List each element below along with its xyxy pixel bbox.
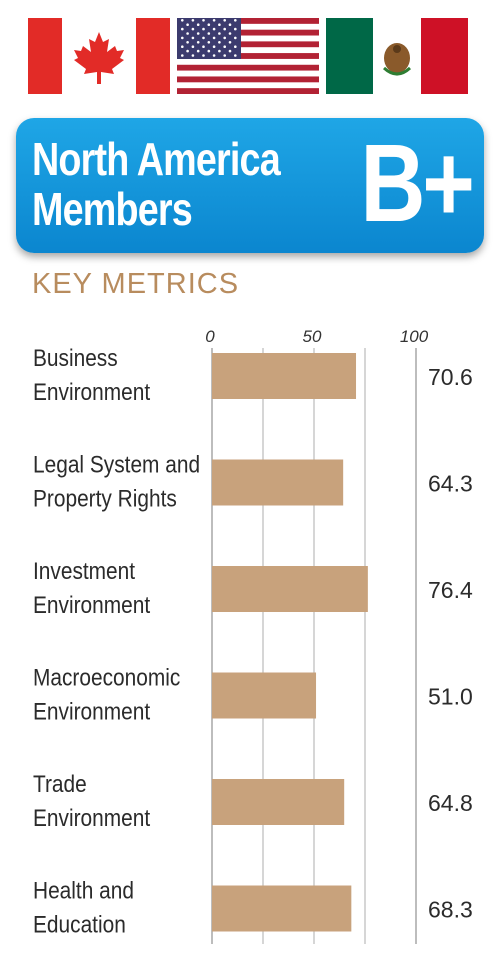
banner-title: North America Members [32,134,294,234]
bar [212,885,352,932]
category-label: Legal System and Property Rights [33,451,200,512]
x-tick-label: 100 [400,327,429,346]
category-label: Macroeconomic Environment [33,664,180,725]
bar [212,779,345,825]
value-label: 64.3 [428,471,473,497]
bar [212,672,317,719]
banner-title-line1: North America [32,133,281,185]
value-label: 51.0 [428,684,473,710]
category-label: Investment Environment [33,558,151,619]
key-metrics-chart: 0 50 100 Business Environment 70.6 Legal Syste… [33,327,473,944]
grade-badge: B+ [360,122,476,245]
bar [212,566,368,612]
x-tick-label: 50 [303,327,322,346]
value-label: 76.4 [428,577,473,603]
bar [212,353,357,399]
x-tick-label: 0 [205,327,215,346]
value-label: 64.8 [428,790,473,816]
value-label: 68.3 [428,897,473,923]
canada-flag [28,18,170,94]
bar [212,459,344,506]
category-label: Trade Environment [33,771,151,832]
mexico-flag [326,18,468,94]
usa-flag [177,18,319,94]
value-label: 70.6 [428,364,473,390]
banner-title-line2: Members [32,183,193,235]
category-label: Business Environment [33,345,151,406]
flags-row [28,18,468,94]
section-heading: KEY METRICS [32,268,240,300]
region-banner: North America Members B+ [16,118,484,253]
category-label: Health and Education [33,877,134,938]
